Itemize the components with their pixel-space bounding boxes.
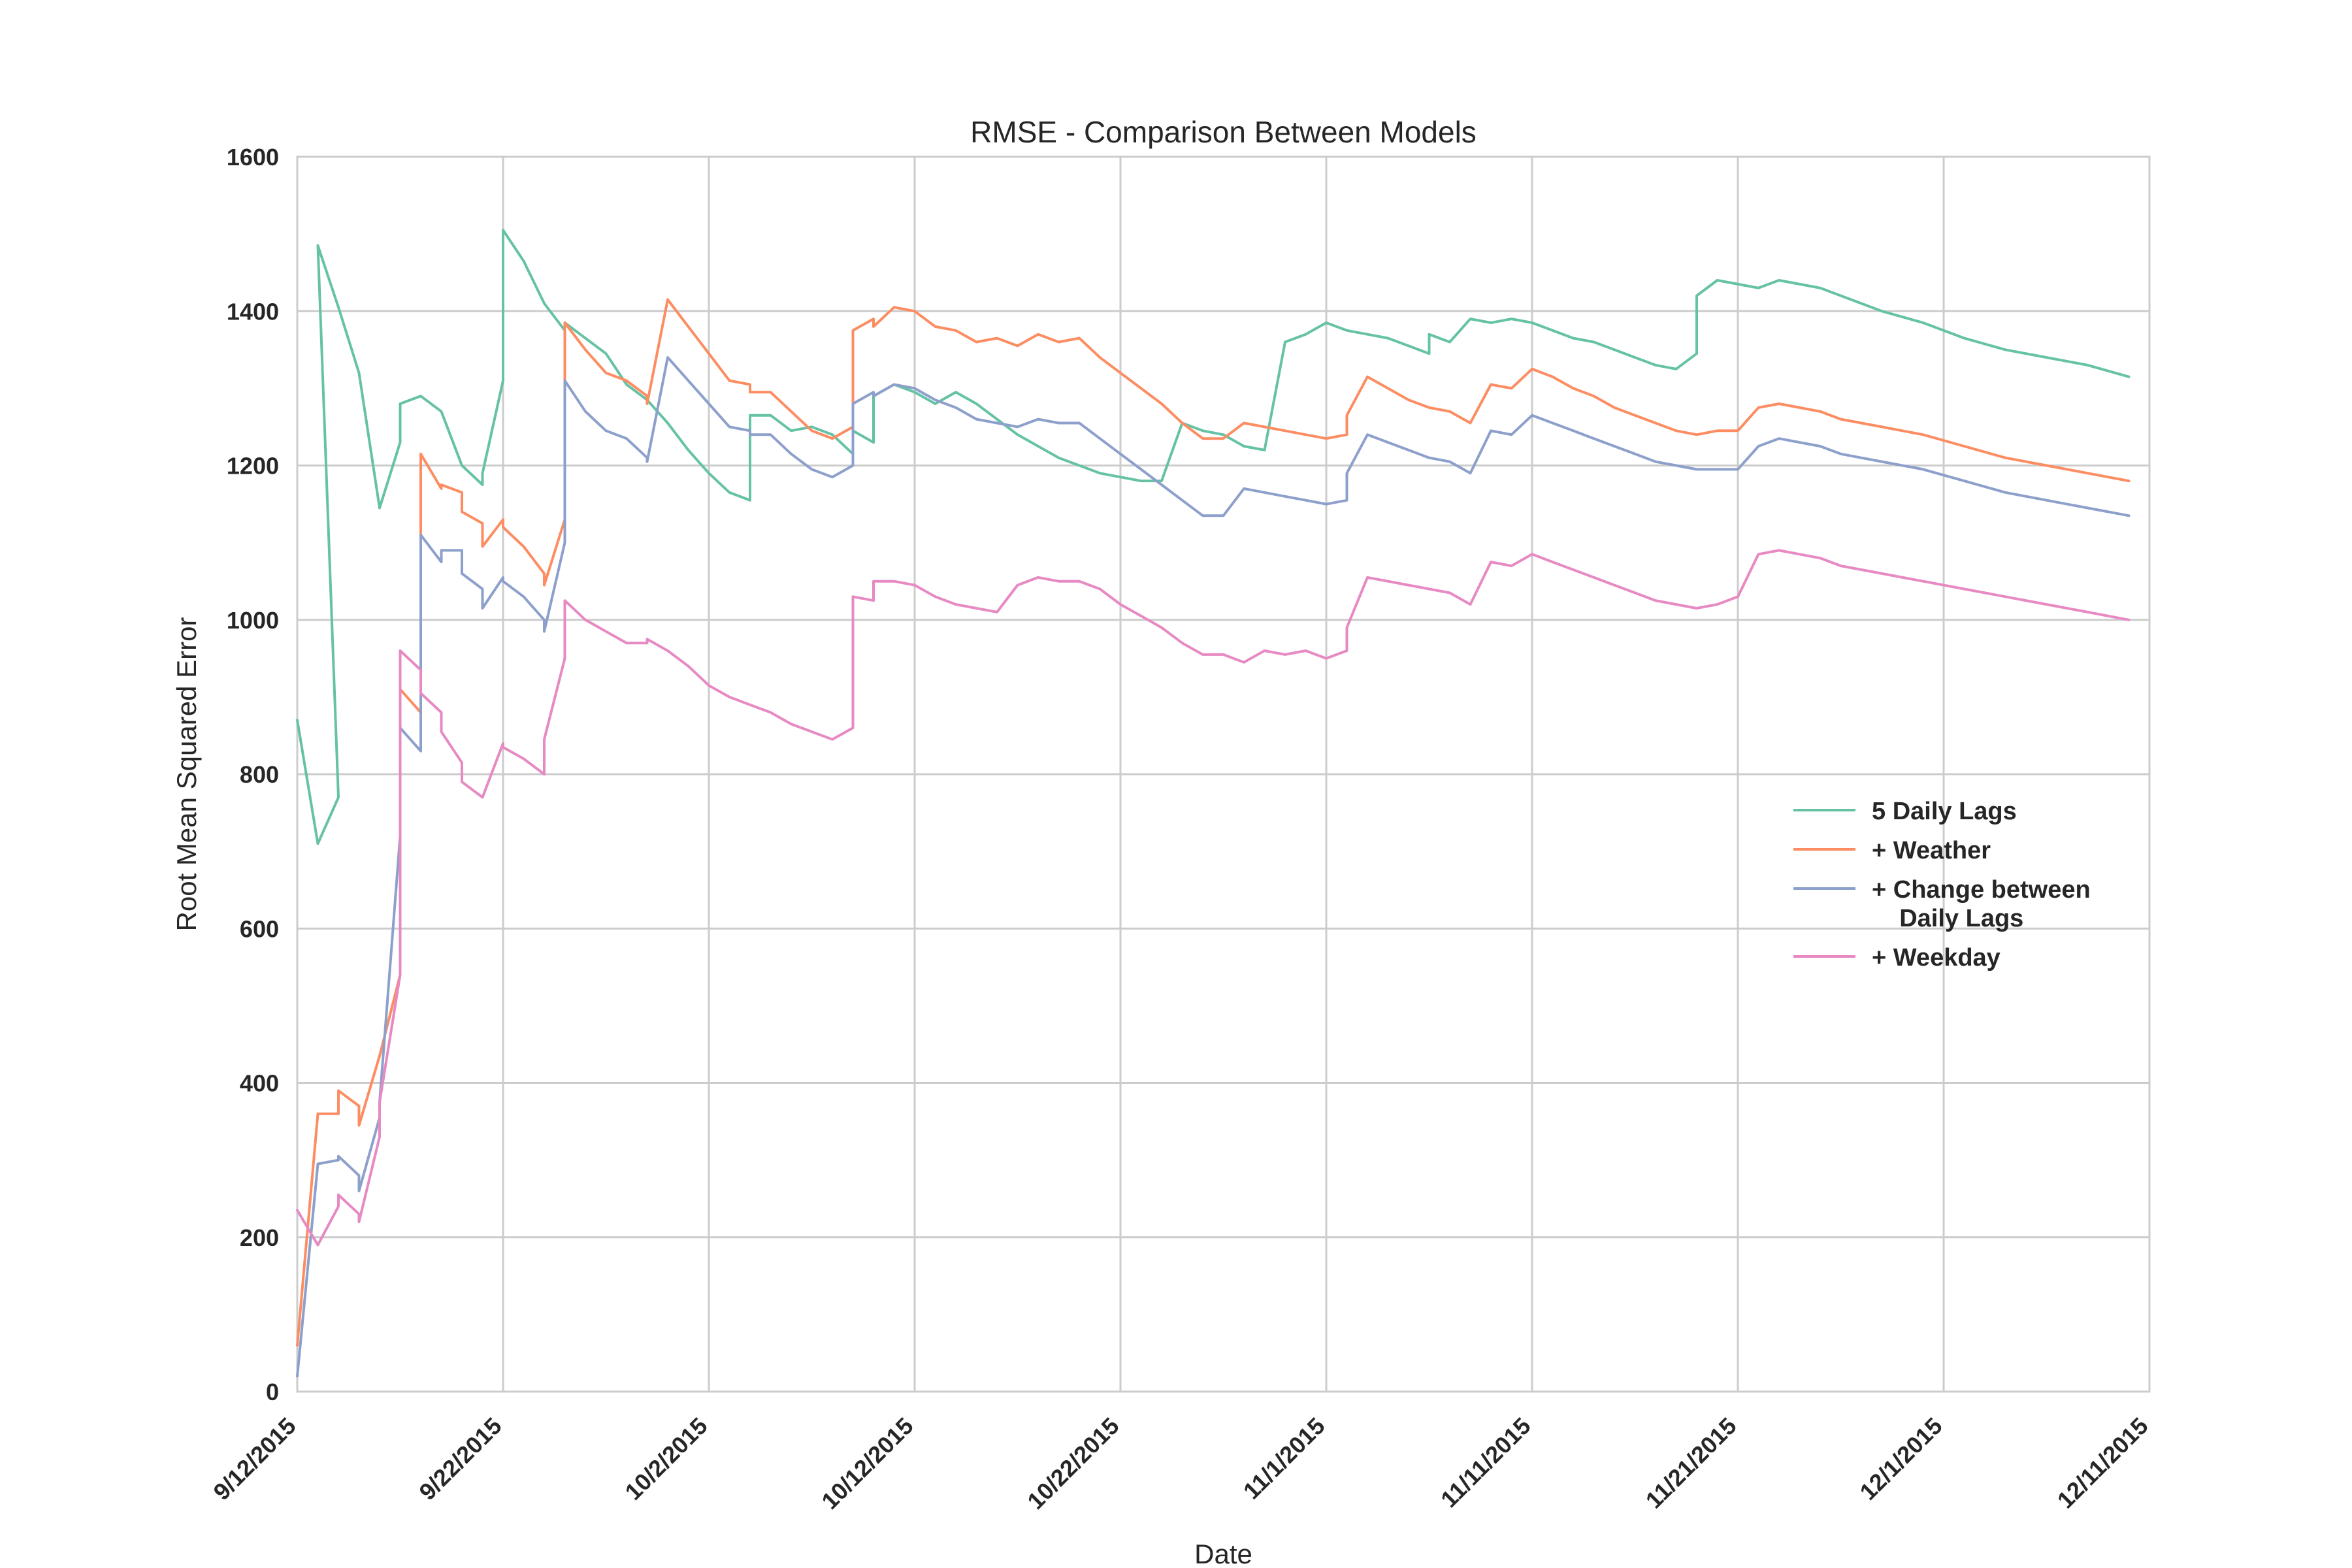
legend-label: 5 Daily Lags xyxy=(1872,798,2017,825)
y-tick-label: 1000 xyxy=(227,607,279,634)
legend: 5 Daily Lags + Weather + Change between Da… xyxy=(1793,798,2091,972)
series-line-3 xyxy=(296,356,2131,1378)
plot-area-frame xyxy=(296,155,2151,1393)
y-tick-label: 800 xyxy=(240,761,279,788)
series-lines xyxy=(296,229,2131,1378)
y-axis-title: Root Mean Squared Error xyxy=(171,617,202,932)
series-line-2 xyxy=(296,298,2131,1347)
x-axis-title: Date xyxy=(1194,1539,1252,1568)
chart-title: RMSE - Comparison Between Models xyxy=(970,115,1477,149)
legend-label: + Weather xyxy=(1872,837,1991,864)
y-tick-label: 200 xyxy=(240,1224,279,1251)
y-tick-label: 1600 xyxy=(227,144,279,171)
legend-label: + Change between Daily Lags xyxy=(1872,876,2091,932)
y-tick-label: 400 xyxy=(240,1070,279,1097)
legend-label: + Weekday xyxy=(1872,944,2001,972)
y-axis-tick-labels: 0 200 400 600 800 1000 1200 1400 1600 xyxy=(227,144,279,1405)
y-tick-label: 600 xyxy=(240,915,279,942)
series-line-1 xyxy=(296,229,2131,845)
y-tick-label: 1400 xyxy=(227,298,279,325)
y-tick-label: 1200 xyxy=(227,453,279,480)
series-line-4 xyxy=(296,549,2131,1247)
y-tick-label: 0 xyxy=(266,1379,279,1405)
